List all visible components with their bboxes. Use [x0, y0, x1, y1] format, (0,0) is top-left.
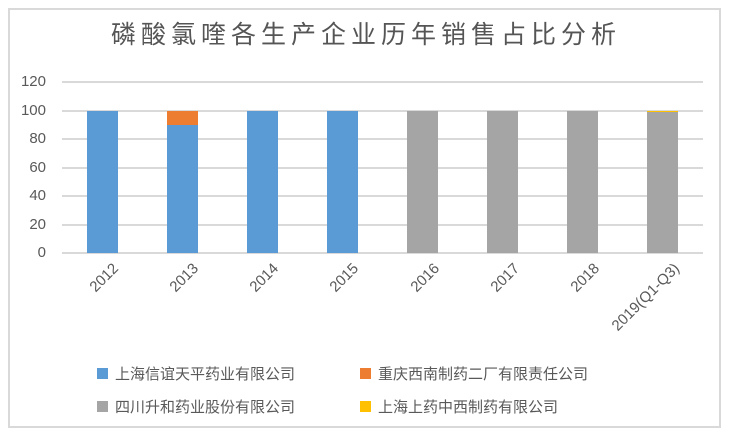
bar-2015: [326, 110, 358, 253]
bar-2017: [487, 110, 519, 253]
legend-label: 重庆西南制药二厂有限责任公司: [378, 365, 589, 383]
x-axis-label: 2016: [406, 260, 443, 296]
bar-2016: [407, 110, 439, 253]
y-axis: 0 20 40 60 80 100 120: [0, 73, 46, 261]
legend-swatch-icon: [97, 367, 108, 379]
legend-label: 上海信谊天平药业有限公司: [115, 365, 296, 383]
bar-2014: [246, 110, 278, 253]
bar-2018: [567, 110, 599, 253]
x-axis-label: 2018: [567, 260, 603, 296]
x-axis-label: 2013: [166, 260, 203, 296]
y-axis-label: 60: [29, 158, 46, 176]
bar-segment: [567, 110, 599, 253]
x-axis-label: 2014: [246, 260, 283, 296]
gridline: [62, 109, 703, 112]
gridline: [62, 223, 703, 226]
plot-area: [62, 81, 703, 254]
legend-item: 上海上药中西制药有限公司: [360, 396, 687, 416]
bar-segment: [647, 111, 679, 253]
legend-swatch-icon: [360, 367, 371, 379]
legend-label: 上海上药中西制药有限公司: [378, 398, 559, 416]
x-axis-label: 2015: [326, 260, 363, 296]
chart-frame: [8, 8, 721, 428]
bar-segment: [487, 110, 519, 253]
legend-item: 重庆西南制药二厂有限责任公司: [360, 363, 687, 383]
y-axis-label: 20: [29, 215, 46, 233]
legend-swatch-icon: [360, 400, 371, 412]
bar-segment: [647, 110, 679, 112]
y-axis-label: 120: [20, 73, 46, 90]
y-axis-label: 40: [29, 187, 46, 204]
legend-swatch-icon: [97, 400, 108, 412]
gridline: [62, 252, 703, 254]
legend-label: 四川升和药业股份有限公司: [115, 398, 296, 416]
chart-title: 磷酸氯喹各生产企业历年销售占比分析: [110, 22, 621, 49]
legend-item: 四川升和药业股份有限公司: [97, 396, 360, 416]
bars-layer: [62, 82, 703, 253]
x-axis-label: 2012: [86, 260, 123, 296]
bar-2012: [86, 110, 118, 253]
gridline: [62, 166, 703, 169]
bar-segment: [166, 110, 198, 125]
y-axis-label: 80: [29, 130, 46, 147]
bar-segment: [86, 110, 118, 253]
bar-segment: [166, 124, 198, 253]
x-axis-label: 2019(Q1-Q3): [608, 260, 683, 335]
legend: 上海信谊天平药业有限公司 重庆西南制药二厂有限责任公司四川升和药业股份有限公司 上海…: [97, 363, 687, 416]
gridline: [62, 138, 703, 140]
bar-2019(Q1-Q3): [647, 110, 679, 253]
gridline: [62, 81, 703, 83]
bar-segment: [326, 110, 358, 253]
gridline: [62, 195, 703, 197]
y-axis-label: 0: [37, 244, 46, 261]
x-axis: 2012 2013 2014 2015 2016 2017 2018 2019(Q1-Q3): [62, 260, 703, 350]
legend-item: 上海信谊天平药业有限公司: [97, 363, 360, 383]
bar-segment: [407, 110, 439, 253]
y-axis-label: 100: [20, 101, 46, 119]
bar-2013: [166, 110, 198, 253]
bar-segment: [246, 110, 278, 253]
x-axis-label: 2017: [487, 260, 523, 296]
